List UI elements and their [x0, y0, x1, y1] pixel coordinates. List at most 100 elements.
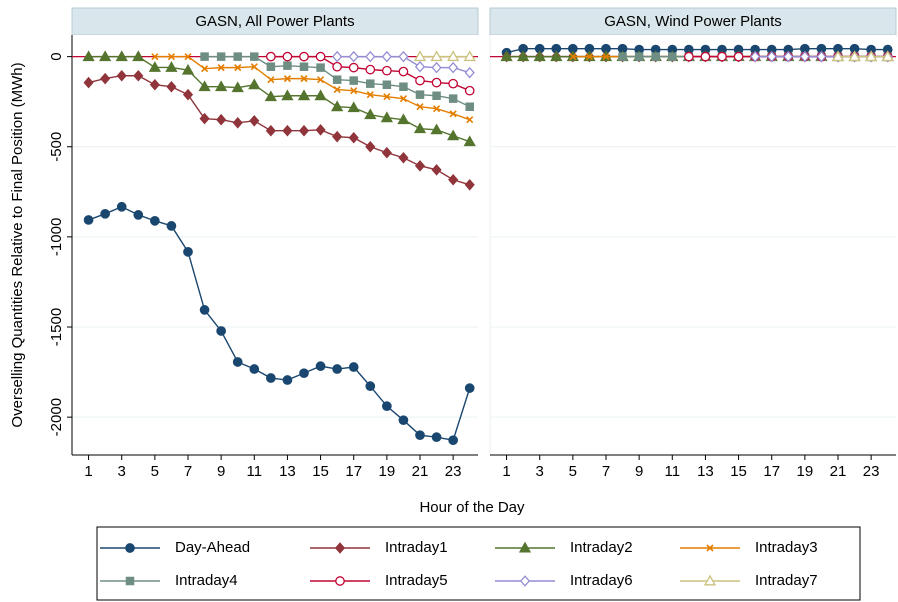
marker: [881, 50, 894, 62]
marker: [232, 357, 243, 367]
marker: [332, 130, 343, 143]
legend-marker: [125, 576, 135, 586]
marker: [148, 61, 161, 72]
x-tick-label: 23: [863, 463, 880, 480]
marker: [100, 208, 110, 219]
x-tick-label: 9: [217, 463, 225, 480]
marker: [167, 53, 175, 61]
marker: [365, 140, 376, 153]
marker: [249, 364, 260, 374]
marker: [182, 88, 194, 101]
x-tick-label: 17: [345, 463, 362, 480]
marker: [83, 76, 94, 89]
marker: [199, 305, 210, 315]
y-axis-label: Overselling Quantities Relative to Final…: [9, 62, 26, 427]
x-tick-label: 5: [569, 463, 577, 480]
legend-label: Intraday7: [755, 572, 818, 589]
marker: [399, 82, 408, 91]
marker: [266, 373, 276, 383]
legend-marker: [703, 574, 717, 586]
marker: [348, 62, 359, 73]
marker: [431, 164, 442, 176]
marker: [332, 75, 342, 84]
legend-marker: [519, 575, 531, 587]
marker: [398, 66, 409, 77]
marker: [831, 50, 845, 62]
marker: [300, 75, 308, 83]
marker: [618, 52, 627, 61]
x-tick-label: 1: [84, 463, 92, 480]
marker: [464, 66, 475, 79]
marker: [281, 89, 294, 101]
marker: [366, 79, 375, 88]
marker: [585, 53, 593, 61]
marker: [332, 61, 342, 72]
marker: [283, 61, 292, 70]
marker: [464, 383, 475, 393]
marker: [348, 362, 359, 372]
marker: [149, 78, 160, 91]
marker: [198, 80, 211, 92]
marker: [266, 62, 276, 71]
marker: [413, 122, 427, 134]
x-axis-label: Hour of the Day: [419, 499, 525, 516]
marker: [217, 64, 225, 72]
legend-box: [96, 526, 861, 601]
marker: [464, 179, 475, 191]
marker: [181, 63, 195, 75]
marker: [215, 80, 228, 92]
marker: [431, 77, 442, 88]
x-tick-label: 23: [445, 463, 462, 480]
marker: [248, 78, 261, 90]
marker: [200, 52, 209, 61]
marker: [430, 123, 443, 135]
x-tick-label: 7: [184, 463, 192, 480]
marker: [150, 215, 160, 226]
marker: [448, 94, 458, 103]
series-line: [154, 55, 470, 121]
x-tick-label: 11: [664, 463, 680, 480]
panel-header: [489, 7, 897, 36]
marker: [464, 85, 475, 96]
marker: [332, 50, 343, 63]
x-tick-label: 3: [118, 463, 126, 480]
marker: [297, 89, 311, 101]
marker: [299, 62, 309, 71]
legend-label: Intraday5: [385, 572, 448, 589]
marker: [133, 210, 144, 220]
marker: [316, 63, 325, 72]
x-tick-label: 1: [502, 463, 510, 480]
marker: [433, 105, 441, 113]
x-tick-label: 3: [536, 463, 544, 480]
x-tick-label: 7: [602, 463, 610, 480]
x-tick-label: 13: [279, 463, 296, 480]
marker: [250, 63, 258, 71]
marker: [250, 52, 259, 61]
marker: [700, 51, 711, 62]
marker: [382, 80, 392, 90]
marker: [266, 51, 276, 62]
marker: [415, 75, 425, 86]
marker: [264, 90, 277, 102]
x-tick-label: 21: [412, 463, 429, 480]
marker: [465, 102, 474, 111]
marker: [447, 129, 460, 141]
marker: [365, 50, 376, 63]
marker: [347, 101, 360, 113]
marker: [533, 50, 546, 62]
marker: [332, 364, 342, 374]
marker: [416, 103, 424, 111]
x-tick-label: 17: [763, 463, 780, 480]
legend-marker: [518, 541, 532, 553]
marker: [448, 173, 459, 186]
marker: [216, 52, 226, 61]
marker: [431, 61, 442, 74]
legend-label: Intraday4: [175, 572, 238, 589]
x-tick-label: 5: [151, 463, 159, 480]
marker: [216, 326, 226, 336]
y-tick-label: -1000: [48, 218, 65, 256]
marker: [381, 146, 392, 159]
marker: [99, 50, 112, 62]
marker: [569, 53, 577, 61]
marker: [348, 131, 359, 144]
